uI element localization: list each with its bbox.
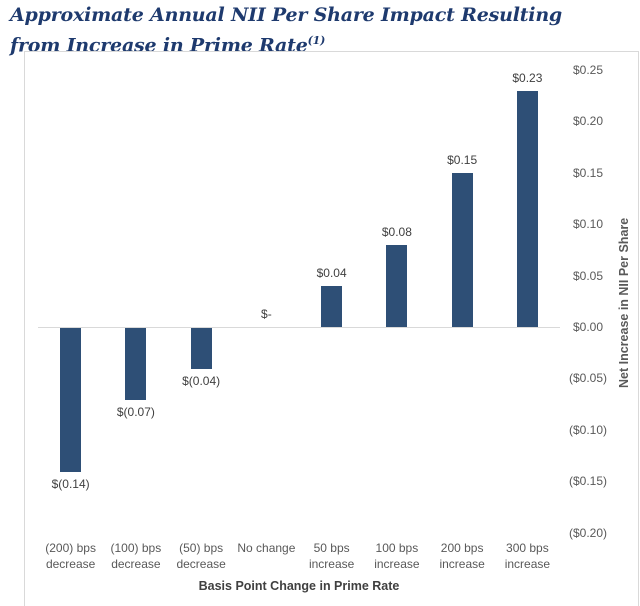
- x-category-label: (50) bps decrease: [162, 541, 240, 572]
- x-category-label-line: increase: [374, 556, 420, 571]
- x-category-label-line: increase: [504, 556, 551, 571]
- bar-value-label: $-: [261, 307, 272, 321]
- y-axis-title: Net Increase in NII Per Share: [617, 217, 631, 389]
- y-tick-label: ($0.10): [568, 422, 608, 437]
- bar-6: [386, 244, 408, 327]
- chart-title-line-2: from Increase in Prime Rate(1): [10, 28, 630, 58]
- x-category-label: (100) bps decrease: [97, 541, 175, 572]
- y-tick-label: ($0.15): [568, 474, 608, 489]
- bar-value-label: $(0.14): [51, 476, 90, 491]
- x-category-label-line: (200) bps: [45, 541, 96, 555]
- y-tick-label: ($0.20): [568, 525, 608, 540]
- footnote-marker: (1): [307, 34, 326, 47]
- bar-value-label: $(0.04): [182, 374, 221, 389]
- bar-value-label: $0.08: [381, 224, 412, 239]
- y-tick-label: $0.05: [572, 268, 604, 283]
- bar-3: [190, 328, 212, 370]
- bar-value-label: $0.15: [447, 152, 478, 167]
- chart-title: Approximate Annual NII Per Share Impact …: [10, 3, 630, 58]
- y-tick-label: ($0.05): [568, 371, 608, 386]
- chart-title-line-2-text: from Increase in Prime Rate: [10, 34, 308, 57]
- chart-title-line-1: Approximate Annual NII Per Share Impact …: [10, 4, 563, 26]
- y-tick-label: $0.15: [572, 165, 604, 180]
- x-category-label-line: decrease: [111, 556, 161, 571]
- x-axis-line: [38, 327, 560, 328]
- y-tick-label: $0.00: [572, 320, 604, 334]
- y-tick-label: $0.10: [572, 217, 604, 232]
- x-category-label-line: decrease: [45, 556, 96, 571]
- y-tick-label: $0.20: [572, 114, 604, 129]
- x-category-label-line: increase: [439, 556, 485, 571]
- x-axis-title: Basis Point Change in Prime Rate: [198, 579, 400, 593]
- bar-7: [451, 172, 473, 327]
- x-category-label-line: (50) bps: [179, 541, 224, 555]
- x-category-label-line: (100) bps: [110, 541, 162, 555]
- x-category-label-line: 200 bps: [440, 541, 484, 555]
- bar-1: [60, 328, 82, 472]
- x-category-label: 50 bps increase: [293, 541, 371, 572]
- x-category-label: (200) bps decrease: [32, 541, 110, 572]
- bar-2: [125, 328, 147, 400]
- x-category-label: 100 bps increase: [358, 541, 436, 572]
- x-category-label-line: 100 bps: [375, 541, 419, 555]
- bar-value-label: $0.23: [512, 70, 543, 85]
- x-category-label-line: decrease: [176, 556, 226, 571]
- x-category-label-line: 50 bps: [313, 541, 350, 555]
- y-tick-label: $0.25: [572, 63, 604, 77]
- x-category-label-line: No change: [237, 541, 296, 555]
- bar-5: [321, 285, 343, 327]
- x-category-label-line: increase: [308, 556, 355, 571]
- x-category-label: No change: [227, 541, 305, 557]
- x-category-label-line: 300 bps: [506, 541, 549, 555]
- x-category-label: 200 bps increase: [423, 541, 501, 572]
- bar-value-label: $0.04: [316, 265, 347, 280]
- bar-value-label: $(0.07): [116, 404, 155, 419]
- bar-8: [516, 90, 538, 327]
- x-category-label: 300 bps increase: [488, 541, 566, 572]
